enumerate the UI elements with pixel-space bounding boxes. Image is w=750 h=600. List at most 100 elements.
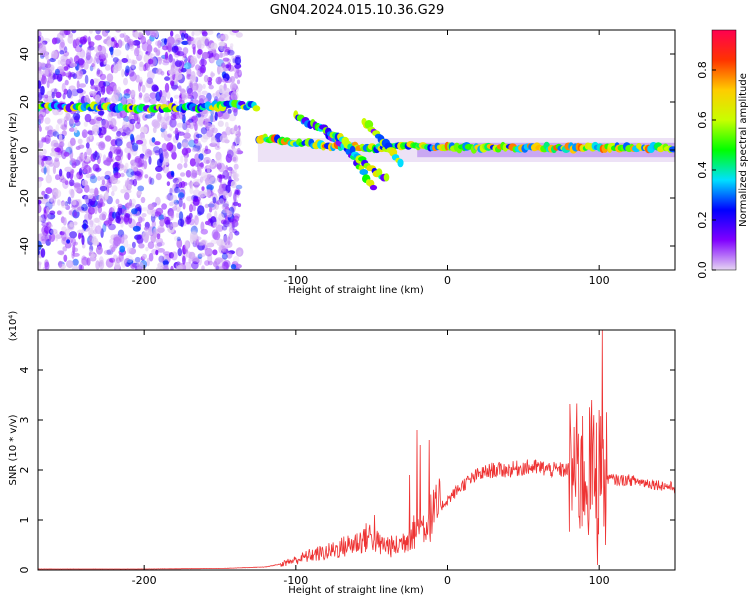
noise-cell xyxy=(38,199,42,205)
noise-cell xyxy=(115,30,121,33)
noise-cell xyxy=(61,124,68,131)
noise-cell xyxy=(131,59,135,70)
noise-cell xyxy=(84,74,89,85)
noise-cell xyxy=(206,159,210,164)
noise-cell xyxy=(104,135,112,142)
noise-cell xyxy=(186,196,194,202)
noise-cell xyxy=(201,90,208,96)
noise-cell xyxy=(225,126,232,136)
noise-cell xyxy=(76,80,80,90)
noise-cell xyxy=(69,57,73,62)
noise-cell xyxy=(61,226,67,233)
noise-cell xyxy=(235,184,243,190)
ridge-cell xyxy=(397,158,404,168)
noise-cell xyxy=(50,228,58,235)
noise-cell xyxy=(133,47,140,57)
noise-cell xyxy=(83,61,89,70)
x-tick-label: -100 xyxy=(283,274,308,287)
noise-cell xyxy=(69,116,75,125)
noise-cell xyxy=(210,136,217,145)
noise-cell xyxy=(69,62,78,68)
noise-cell xyxy=(92,61,97,70)
chart-title: GN04.2024.015.10.36.G29 xyxy=(270,3,445,18)
noise-cell xyxy=(217,76,223,83)
noise-cell xyxy=(204,260,210,266)
noise-cell xyxy=(215,257,224,263)
noise-cell xyxy=(64,228,71,237)
noise-cell xyxy=(41,160,45,167)
noise-cell xyxy=(59,50,65,55)
noise-cell xyxy=(93,45,101,53)
noise-cell xyxy=(171,151,177,160)
noise-cell xyxy=(78,70,84,77)
noise-cell xyxy=(225,64,230,69)
noise-cell xyxy=(52,131,59,137)
noise-cell xyxy=(219,51,223,59)
noise-cell xyxy=(234,124,238,132)
noise-cell xyxy=(131,97,136,105)
noise-cell xyxy=(212,221,219,228)
noise-cell xyxy=(85,196,90,205)
noise-cell xyxy=(103,81,111,87)
noise-cell xyxy=(93,85,101,91)
noise-cell xyxy=(97,176,101,181)
noise-cell xyxy=(176,206,181,213)
noise-cell xyxy=(38,215,42,222)
noise-cell xyxy=(87,207,96,215)
noise-cell xyxy=(127,41,136,46)
noise-cell xyxy=(215,151,222,161)
noise-cell xyxy=(77,229,85,234)
noise-cell xyxy=(80,259,87,266)
y-tick-label: -40 xyxy=(18,237,31,255)
noise-cell xyxy=(126,259,134,265)
noise-cell xyxy=(126,177,130,186)
noise-cell xyxy=(52,72,56,81)
noise-cell xyxy=(38,151,44,160)
noise-cell xyxy=(114,262,121,270)
ridge xyxy=(38,99,261,114)
colorbar-tick-label: 0.4 xyxy=(696,161,709,179)
noise-cell xyxy=(42,40,48,45)
noise-cell xyxy=(110,111,118,117)
noise-cell xyxy=(192,189,201,197)
noise-cell xyxy=(157,112,162,122)
noise-cell xyxy=(189,187,194,195)
noise-cell xyxy=(129,149,134,155)
noise-cell xyxy=(209,56,216,62)
noise-cell xyxy=(114,234,122,245)
noise-cell xyxy=(78,144,85,149)
noise-cell xyxy=(99,185,108,192)
noise-cell xyxy=(175,37,183,43)
noise-cell xyxy=(44,94,49,99)
noise-cell xyxy=(64,166,73,172)
noise-cell xyxy=(200,127,207,135)
noise-cell xyxy=(128,216,133,224)
noise-cell xyxy=(209,128,214,136)
noise-cell xyxy=(69,127,75,132)
y-axis-exponent-label: (x10⁴) xyxy=(8,311,19,342)
noise-cell xyxy=(227,49,235,56)
noise-cell xyxy=(177,142,182,150)
noise-cell xyxy=(204,203,209,209)
noise-cell xyxy=(195,239,200,248)
noise-cell xyxy=(84,213,92,221)
noise-cell xyxy=(187,87,194,96)
noise-cell xyxy=(203,148,212,155)
noise-cell xyxy=(181,40,189,46)
noise-cell xyxy=(178,197,183,208)
noise-cell xyxy=(74,120,81,127)
noise-cell xyxy=(206,212,212,221)
noise-cell xyxy=(90,78,95,86)
noise-cell xyxy=(64,46,68,53)
noise-cell xyxy=(157,227,165,233)
noise-cell xyxy=(188,122,195,130)
noise-cell xyxy=(166,36,175,46)
noise-cell xyxy=(227,166,233,171)
noise-cell xyxy=(136,54,143,61)
noise-cell xyxy=(147,150,155,156)
noise-cell xyxy=(138,94,142,100)
noise-cell xyxy=(236,147,241,154)
noise-cell xyxy=(55,174,61,181)
noise-cell xyxy=(76,88,84,94)
noise-cell xyxy=(111,185,118,192)
